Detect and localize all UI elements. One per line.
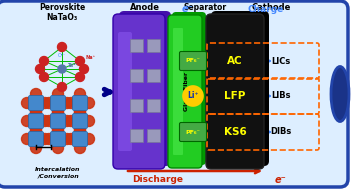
Text: PF₆⁻: PF₆⁻ — [186, 59, 200, 64]
Circle shape — [21, 115, 33, 126]
FancyBboxPatch shape — [51, 114, 66, 129]
FancyBboxPatch shape — [179, 122, 206, 142]
FancyBboxPatch shape — [51, 132, 66, 146]
Text: Perovskite
NaTaO₃: Perovskite NaTaO₃ — [39, 3, 85, 22]
FancyBboxPatch shape — [179, 51, 206, 70]
FancyBboxPatch shape — [168, 15, 202, 168]
Text: Anode: Anode — [130, 3, 160, 12]
Circle shape — [31, 143, 41, 153]
Circle shape — [84, 115, 94, 126]
FancyBboxPatch shape — [172, 12, 206, 165]
FancyBboxPatch shape — [28, 95, 44, 111]
Circle shape — [44, 133, 54, 145]
Bar — [147, 39, 160, 52]
Circle shape — [44, 98, 54, 108]
Circle shape — [40, 98, 51, 108]
Circle shape — [75, 73, 85, 81]
FancyBboxPatch shape — [73, 95, 87, 111]
FancyBboxPatch shape — [173, 28, 183, 155]
FancyBboxPatch shape — [118, 32, 132, 151]
Circle shape — [66, 98, 77, 108]
Text: O²⁻: O²⁻ — [58, 53, 66, 58]
FancyBboxPatch shape — [28, 114, 44, 129]
FancyBboxPatch shape — [211, 11, 269, 166]
Circle shape — [40, 133, 51, 145]
Circle shape — [40, 57, 48, 66]
FancyBboxPatch shape — [28, 132, 44, 146]
FancyBboxPatch shape — [73, 114, 87, 129]
Text: PF₆⁻: PF₆⁻ — [186, 129, 200, 135]
Circle shape — [40, 115, 51, 126]
Circle shape — [58, 65, 66, 73]
Text: e⁻: e⁻ — [182, 4, 194, 14]
Text: Glass Fiber: Glass Fiber — [184, 72, 188, 111]
Text: Na⁺: Na⁺ — [85, 55, 95, 60]
Circle shape — [40, 73, 48, 81]
Circle shape — [21, 133, 33, 145]
Bar — [130, 69, 143, 82]
Circle shape — [74, 106, 86, 118]
Circle shape — [61, 98, 73, 108]
Text: KS6: KS6 — [224, 127, 246, 137]
FancyBboxPatch shape — [73, 132, 87, 146]
Circle shape — [66, 133, 77, 145]
Circle shape — [84, 98, 94, 108]
Circle shape — [84, 133, 94, 145]
Circle shape — [53, 143, 64, 153]
Circle shape — [31, 125, 41, 136]
Circle shape — [74, 125, 86, 136]
FancyBboxPatch shape — [51, 95, 66, 111]
Circle shape — [79, 64, 88, 74]
Bar — [147, 69, 160, 82]
Circle shape — [53, 125, 64, 136]
Ellipse shape — [331, 67, 349, 122]
Text: Ta⁵⁺: Ta⁵⁺ — [68, 63, 79, 68]
FancyBboxPatch shape — [113, 14, 165, 169]
FancyBboxPatch shape — [206, 14, 264, 169]
Text: Charge: Charge — [248, 5, 284, 14]
Text: AC: AC — [227, 56, 243, 66]
Circle shape — [31, 106, 41, 118]
Circle shape — [74, 106, 86, 118]
Circle shape — [74, 125, 86, 136]
Bar — [130, 129, 143, 142]
Text: LFP: LFP — [224, 91, 246, 101]
Circle shape — [53, 125, 64, 136]
FancyBboxPatch shape — [0, 1, 348, 187]
Text: DIBs: DIBs — [270, 128, 292, 136]
Circle shape — [35, 64, 45, 74]
Text: LIBs: LIBs — [271, 91, 291, 101]
Circle shape — [31, 125, 41, 136]
Circle shape — [53, 106, 64, 118]
Text: Intercalation
/Conversion: Intercalation /Conversion — [35, 167, 81, 178]
Circle shape — [183, 86, 203, 106]
Circle shape — [53, 88, 64, 99]
Circle shape — [21, 98, 33, 108]
Circle shape — [66, 115, 77, 126]
FancyBboxPatch shape — [119, 11, 171, 166]
Bar — [147, 99, 160, 112]
Text: LICs: LICs — [271, 57, 291, 66]
Text: Cathode: Cathode — [251, 3, 291, 12]
Bar — [130, 39, 143, 52]
Circle shape — [44, 115, 54, 126]
Circle shape — [58, 43, 66, 51]
Circle shape — [61, 115, 73, 126]
Text: e⁻: e⁻ — [275, 175, 287, 185]
Circle shape — [74, 143, 86, 153]
Circle shape — [31, 106, 41, 118]
Bar — [147, 129, 160, 142]
Circle shape — [58, 83, 66, 91]
Text: Separator: Separator — [184, 3, 226, 12]
Circle shape — [74, 88, 86, 99]
Bar — [130, 99, 143, 112]
Circle shape — [31, 88, 41, 99]
Circle shape — [53, 106, 64, 118]
Circle shape — [75, 57, 85, 66]
Text: Discharge: Discharge — [132, 175, 184, 184]
Text: Li⁺: Li⁺ — [187, 91, 199, 101]
Circle shape — [61, 133, 73, 145]
